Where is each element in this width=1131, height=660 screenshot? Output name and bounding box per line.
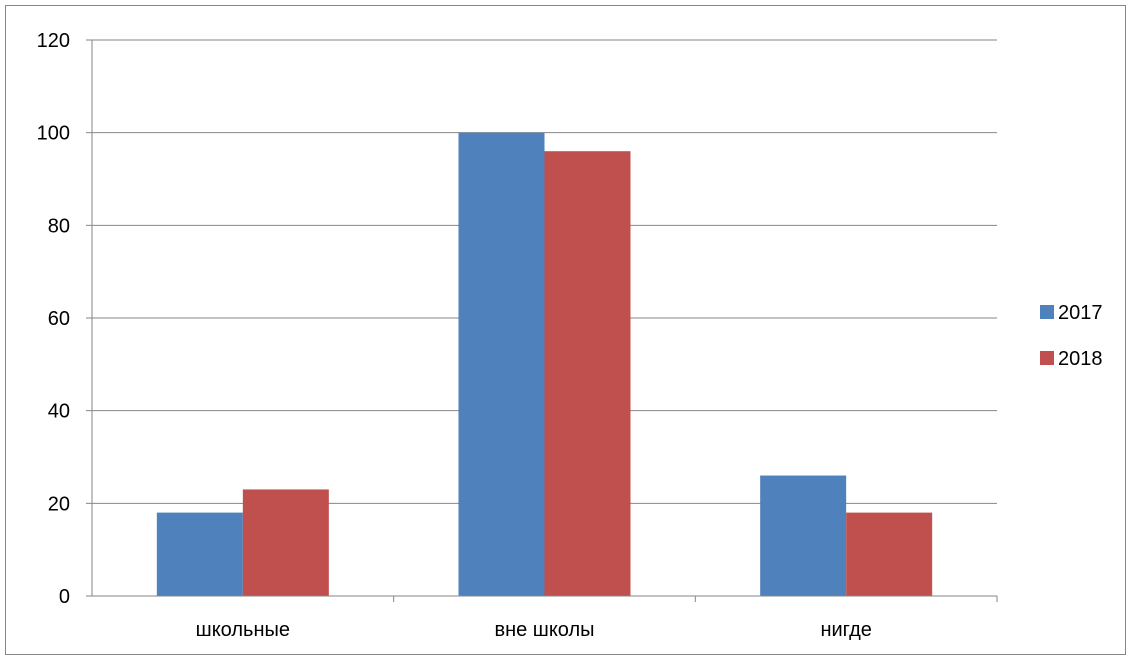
bar-2018-1 [544, 151, 631, 596]
bar-2017-2 [760, 475, 847, 596]
axes [86, 39, 998, 602]
x-tick-label: нигде [820, 619, 871, 641]
legend-label-2018: 2018 [1058, 348, 1103, 370]
y-tick-label: 100 [37, 123, 70, 145]
y-tick-labels: 0 20 40 60 80 100 120 [37, 30, 70, 608]
y-tick-label: 20 [48, 493, 70, 515]
bar-2017-0 [156, 512, 243, 596]
legend-swatch-2017 [1040, 305, 1054, 319]
x-tick-label: школьные [196, 619, 290, 641]
y-tick-label: 0 [59, 586, 70, 608]
x-tick-label: вне школы [494, 619, 594, 641]
bar-2017-1 [458, 132, 545, 596]
x-tick-labels: школьные вне школы нигде [196, 619, 872, 641]
y-tick-label: 120 [37, 30, 70, 52]
bars [156, 132, 933, 596]
bar-2018-0 [242, 489, 329, 596]
legend-swatch-2018 [1040, 351, 1054, 365]
y-tick-label: 60 [48, 308, 70, 330]
legend-label-2017: 2017 [1058, 302, 1103, 324]
y-tick-label: 80 [48, 215, 70, 237]
legend: 2017 2018 [1040, 302, 1103, 370]
y-tick-label: 40 [48, 401, 70, 423]
bar-2018-2 [846, 512, 933, 596]
